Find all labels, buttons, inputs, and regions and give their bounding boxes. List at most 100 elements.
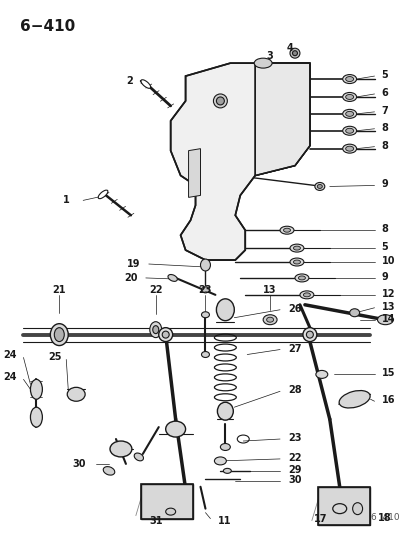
Ellipse shape	[223, 469, 231, 473]
Text: 10: 10	[380, 256, 394, 266]
Ellipse shape	[220, 443, 230, 450]
Ellipse shape	[261, 103, 273, 115]
Text: 18: 18	[377, 513, 390, 522]
Text: 3: 3	[266, 51, 273, 61]
Ellipse shape	[342, 75, 356, 84]
Text: 2: 2	[126, 76, 133, 86]
Text: 21: 21	[52, 285, 66, 295]
Ellipse shape	[201, 287, 209, 293]
Ellipse shape	[289, 48, 299, 58]
Text: 8: 8	[380, 123, 387, 133]
Ellipse shape	[345, 94, 353, 100]
Ellipse shape	[152, 326, 158, 334]
Text: 30: 30	[287, 475, 301, 485]
Ellipse shape	[293, 246, 300, 250]
Ellipse shape	[338, 391, 369, 408]
Text: 8: 8	[380, 141, 387, 151]
Ellipse shape	[283, 228, 290, 232]
Ellipse shape	[263, 314, 276, 325]
Ellipse shape	[216, 97, 224, 105]
Text: 25: 25	[47, 352, 61, 362]
Ellipse shape	[168, 274, 177, 281]
Ellipse shape	[342, 92, 356, 101]
Ellipse shape	[317, 184, 322, 189]
Text: 13: 13	[380, 302, 394, 312]
Ellipse shape	[279, 226, 293, 234]
Ellipse shape	[289, 258, 303, 266]
Ellipse shape	[67, 387, 85, 401]
Text: 7: 7	[380, 106, 387, 116]
Ellipse shape	[289, 244, 303, 252]
Text: 95706  410: 95706 410	[347, 513, 399, 522]
Ellipse shape	[345, 77, 353, 82]
Text: 20: 20	[124, 273, 138, 283]
Ellipse shape	[31, 379, 42, 399]
Ellipse shape	[306, 331, 313, 338]
Text: 8: 8	[380, 224, 387, 234]
Text: 30: 30	[72, 459, 86, 469]
Polygon shape	[170, 63, 309, 260]
Ellipse shape	[98, 190, 108, 199]
Text: 5: 5	[380, 70, 387, 80]
Ellipse shape	[314, 182, 324, 190]
Ellipse shape	[345, 111, 353, 116]
Text: 15: 15	[380, 368, 394, 378]
Ellipse shape	[213, 94, 227, 108]
Text: 23: 23	[198, 285, 212, 295]
Text: 1: 1	[62, 196, 69, 205]
Ellipse shape	[299, 291, 313, 299]
Text: 9: 9	[380, 272, 387, 282]
Ellipse shape	[298, 276, 305, 280]
Bar	[317, 487, 369, 524]
Ellipse shape	[349, 309, 359, 317]
Text: 14: 14	[380, 314, 394, 324]
Ellipse shape	[217, 402, 233, 420]
Ellipse shape	[342, 144, 356, 153]
Text: 24: 24	[3, 350, 17, 359]
Ellipse shape	[342, 126, 356, 135]
Text: 29: 29	[287, 465, 301, 475]
Ellipse shape	[140, 80, 150, 88]
Polygon shape	[188, 149, 200, 197]
Text: 22: 22	[287, 453, 301, 463]
Ellipse shape	[264, 106, 271, 112]
Ellipse shape	[266, 317, 273, 322]
Ellipse shape	[303, 293, 310, 297]
Ellipse shape	[216, 299, 234, 321]
Ellipse shape	[134, 453, 143, 461]
Text: 31: 31	[149, 515, 162, 526]
Ellipse shape	[201, 352, 209, 358]
Text: 11: 11	[218, 515, 231, 526]
Bar	[317, 487, 369, 524]
Ellipse shape	[214, 457, 226, 465]
Ellipse shape	[315, 370, 327, 378]
Ellipse shape	[165, 508, 175, 515]
Text: 22: 22	[149, 285, 162, 295]
Ellipse shape	[31, 407, 42, 427]
Ellipse shape	[150, 322, 161, 337]
Ellipse shape	[158, 328, 172, 342]
Ellipse shape	[352, 503, 362, 515]
Text: 12: 12	[380, 289, 394, 299]
Ellipse shape	[200, 259, 210, 271]
Ellipse shape	[165, 421, 185, 437]
Text: 17: 17	[313, 514, 327, 523]
Ellipse shape	[294, 274, 308, 282]
Ellipse shape	[293, 260, 300, 264]
Text: 9: 9	[380, 180, 387, 189]
Ellipse shape	[332, 504, 346, 514]
Ellipse shape	[302, 328, 316, 342]
Text: 6−410: 6−410	[19, 19, 75, 35]
Ellipse shape	[54, 328, 64, 342]
Text: 16: 16	[380, 395, 394, 405]
Text: 23: 23	[287, 433, 301, 443]
Text: 6: 6	[380, 88, 387, 98]
Ellipse shape	[103, 466, 114, 475]
Text: 28: 28	[287, 385, 301, 395]
Text: 26: 26	[287, 304, 301, 314]
Bar	[140, 484, 192, 519]
Ellipse shape	[162, 331, 169, 338]
Ellipse shape	[292, 51, 297, 55]
Text: 27: 27	[287, 344, 301, 353]
Text: 24: 24	[3, 373, 17, 382]
